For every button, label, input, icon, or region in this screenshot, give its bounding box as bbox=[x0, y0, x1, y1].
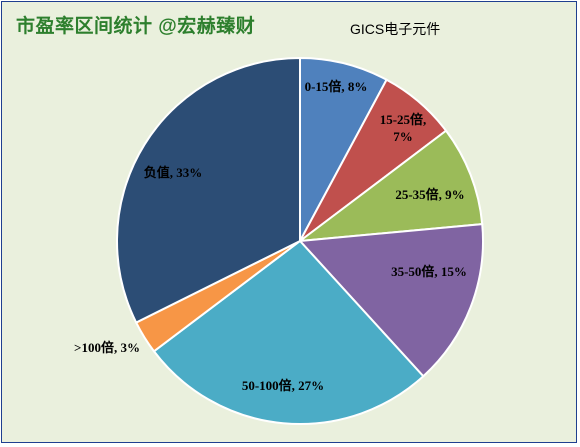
pie-slice-4 bbox=[152, 239, 425, 425]
pie-slice-label-2: 25-35倍, 9% bbox=[395, 187, 464, 202]
pie-slice-label-1: 15-25倍, 7% bbox=[380, 112, 427, 144]
chart-title: 市盈率区间统计 @宏赫臻财 bbox=[16, 16, 256, 37]
pie-slice-2 bbox=[296, 129, 484, 243]
pie-slice-label-6: 负值, 33% bbox=[144, 165, 203, 180]
chart-subtitle: GICS电子元件 bbox=[350, 21, 441, 37]
pie-slice-label-4: 50-100倍, 27% bbox=[242, 378, 324, 393]
pie-slice-6 bbox=[116, 56, 301, 324]
pie-slice-label-3: 35-50倍, 15% bbox=[391, 264, 467, 279]
pie-slice-label-5: >100倍, 3% bbox=[74, 340, 140, 355]
pie-slice-3 bbox=[297, 223, 484, 378]
pie-slice-label-0: 0-15倍, 8% bbox=[305, 79, 368, 94]
